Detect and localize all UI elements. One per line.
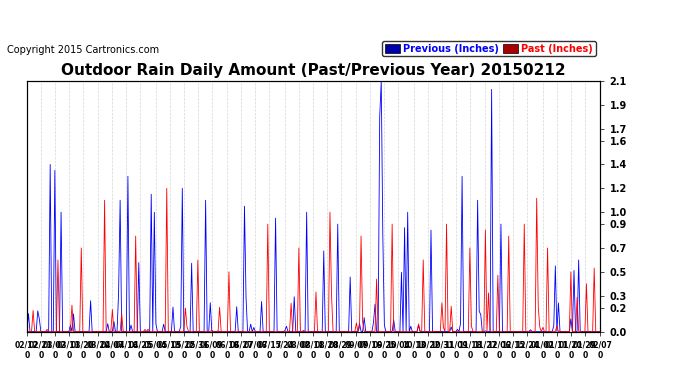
Legend: Previous (Inches), Past (Inches): Previous (Inches), Past (Inches) [382, 40, 595, 56]
Text: Copyright 2015 Cartronics.com: Copyright 2015 Cartronics.com [7, 45, 159, 55]
Title: Outdoor Rain Daily Amount (Past/Previous Year) 20150212: Outdoor Rain Daily Amount (Past/Previous… [61, 63, 566, 78]
